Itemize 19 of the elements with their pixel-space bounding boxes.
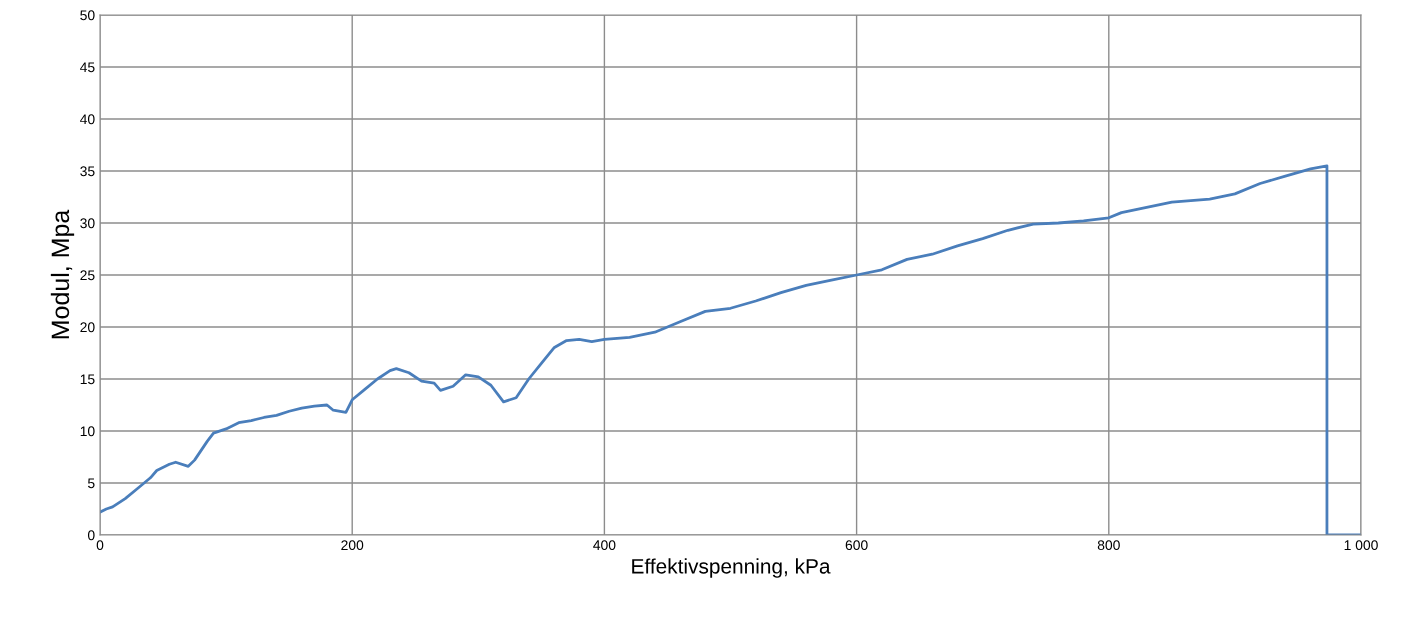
x-tick-label: 200 [341,540,364,551]
y-axis-title: Modul, Mpa [50,209,75,339]
x-tick-label: 400 [593,540,616,551]
y-tick-label: 20 [80,322,95,333]
y-tick-label: 45 [80,62,95,73]
x-tick-label: 800 [1097,540,1120,551]
y-tick-label: 40 [80,114,95,125]
y-tick-label: 50 [80,10,95,21]
x-tick-label: 1 000 [1344,540,1378,551]
y-tick-label: 0 [87,530,95,541]
y-tick-label: 30 [80,218,95,229]
x-tick-label: 0 [96,540,104,551]
x-axis-title: Effektivspenning, kPa [632,558,831,578]
y-tick-label: 10 [80,426,95,437]
x-tick-label: 600 [845,540,868,551]
y-tick-label: 25 [80,270,95,281]
y-tick-label: 15 [80,374,95,385]
y-tick-label: 5 [87,478,95,489]
y-tick-label: 35 [80,166,95,177]
